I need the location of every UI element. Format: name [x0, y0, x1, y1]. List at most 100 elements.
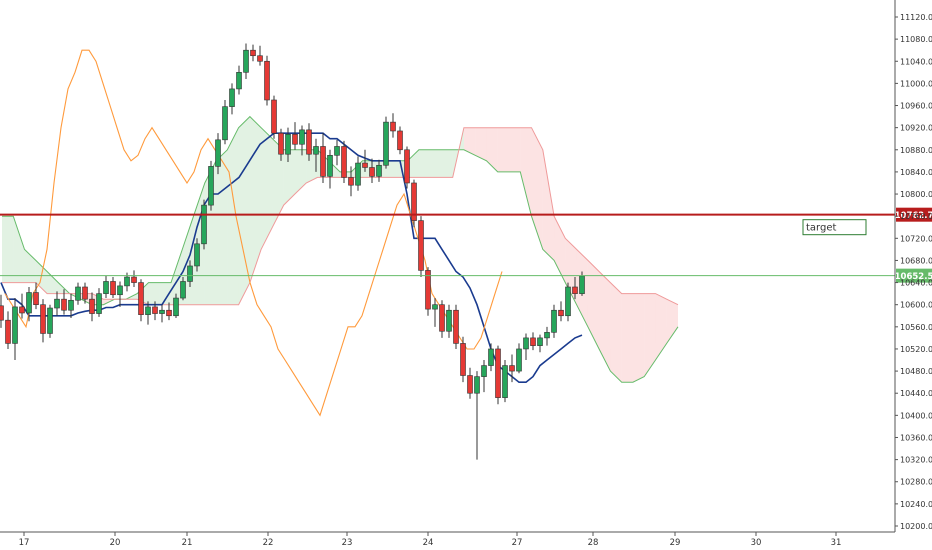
- candle-up: [159, 309, 165, 314]
- candle-down: [509, 365, 515, 372]
- y-tick-label: 10520.0: [900, 345, 932, 354]
- current-price-label: 10652.5: [895, 272, 932, 282]
- candle-down: [264, 60, 270, 101]
- cloud-segment: [610, 282, 622, 383]
- cloud-segment: [531, 127, 543, 250]
- candle-down: [495, 348, 501, 398]
- x-tick-label: 22: [263, 538, 274, 548]
- y-tick-label: 10920.0: [900, 124, 932, 133]
- candle-up: [180, 281, 186, 299]
- candle-down: [271, 99, 277, 134]
- cloud-segment: [171, 249, 183, 305]
- candles: [0, 43, 585, 460]
- y-tick-label: 10440.0: [900, 389, 932, 398]
- cloud-segment: [294, 149, 307, 195]
- x-tick-label: 31: [831, 538, 842, 548]
- candle-down: [453, 309, 459, 344]
- y-tick-label: 11080.0: [900, 35, 932, 44]
- candle-down: [166, 309, 172, 317]
- candle-down: [530, 337, 536, 346]
- cloud-segment: [655, 293, 667, 361]
- candle-up: [446, 309, 452, 332]
- x-tick-label: 28: [588, 538, 599, 548]
- cloud-segment: [621, 293, 633, 383]
- y-tick-label: 10640.0: [900, 279, 932, 288]
- candle-up: [523, 337, 529, 350]
- candle-up: [313, 146, 319, 155]
- candle-up: [299, 129, 305, 145]
- horizontal-lines[interactable]: 10762.7 10652.5: [0, 207, 932, 283]
- candle-down: [348, 177, 354, 186]
- y-tick-label: 10400.0: [900, 411, 932, 420]
- x-tick-label: 21: [182, 538, 193, 548]
- candle-down: [131, 276, 137, 283]
- candle-up: [201, 204, 207, 245]
- x-tick-label: 24: [423, 538, 434, 548]
- target-box[interactable]: [802, 219, 867, 236]
- candle-down: [320, 146, 326, 177]
- candle-up: [194, 243, 200, 267]
- candle-up: [544, 332, 550, 339]
- cloud-segment: [509, 127, 521, 172]
- candle-up: [187, 265, 193, 282]
- candle-up: [75, 286, 81, 301]
- candle-up: [208, 166, 214, 206]
- y-tick-label: 10200.0: [900, 522, 932, 531]
- candle-down: [257, 55, 263, 62]
- candle-down: [306, 129, 312, 155]
- y-tick-label: 10880.0: [900, 146, 932, 155]
- cloud-segment: [227, 127, 239, 305]
- candle-up: [481, 365, 487, 377]
- y-tick-label: 10760.0: [900, 212, 932, 221]
- candle-up: [285, 133, 291, 155]
- candle-up: [124, 276, 130, 287]
- y-tick-label: 10320.0: [900, 456, 932, 465]
- candle-up: [432, 304, 438, 310]
- candle-up: [229, 88, 235, 107]
- candle-down: [397, 130, 403, 151]
- y-tick-label: 10240.0: [900, 500, 932, 509]
- candle-up: [54, 298, 60, 309]
- y-tick-label: 11000.0: [900, 79, 932, 88]
- y-tick-label: 10720.0: [900, 234, 932, 243]
- cloud-segment: [407, 149, 419, 178]
- candle-down: [82, 286, 88, 300]
- candle-down: [278, 132, 284, 155]
- candle-down: [292, 133, 298, 145]
- cloud-segment: [632, 293, 645, 383]
- cloud-segment: [47, 271, 59, 294]
- cloud-segment: [452, 127, 464, 178]
- candle-up: [68, 299, 74, 311]
- annotations[interactable]: target: [802, 219, 867, 236]
- candle-up: [12, 306, 18, 344]
- y-tick-label: 10480.0: [900, 367, 932, 376]
- candle-down: [89, 298, 95, 314]
- candle-down: [341, 146, 347, 178]
- current-price-label-bg: [896, 268, 932, 283]
- y-tick-label: 10600.0: [900, 301, 932, 310]
- candle-down: [61, 298, 67, 311]
- cloud-segment: [497, 127, 509, 172]
- cloud-segment: [520, 127, 532, 217]
- candle-down: [439, 304, 445, 332]
- x-tick-label: 23: [342, 538, 353, 548]
- y-tick-label: 10280.0: [900, 478, 932, 487]
- y-tick-label: 10960.0: [900, 102, 932, 111]
- candle-down: [411, 182, 417, 221]
- candle-up: [355, 162, 361, 186]
- candle-up: [236, 72, 242, 90]
- y-tick-label: 10360.0: [900, 433, 932, 442]
- candle-down: [33, 292, 39, 305]
- candle-down: [460, 343, 466, 376]
- cloud-segment: [159, 282, 171, 305]
- x-tick-label: 27: [512, 538, 523, 548]
- y-tick-label: 11040.0: [900, 57, 932, 66]
- candle-up: [537, 337, 543, 346]
- candle-down: [5, 319, 11, 344]
- y-tick-label: 10800.0: [900, 190, 932, 199]
- cloud-segment: [463, 127, 476, 156]
- candle-down: [467, 375, 473, 394]
